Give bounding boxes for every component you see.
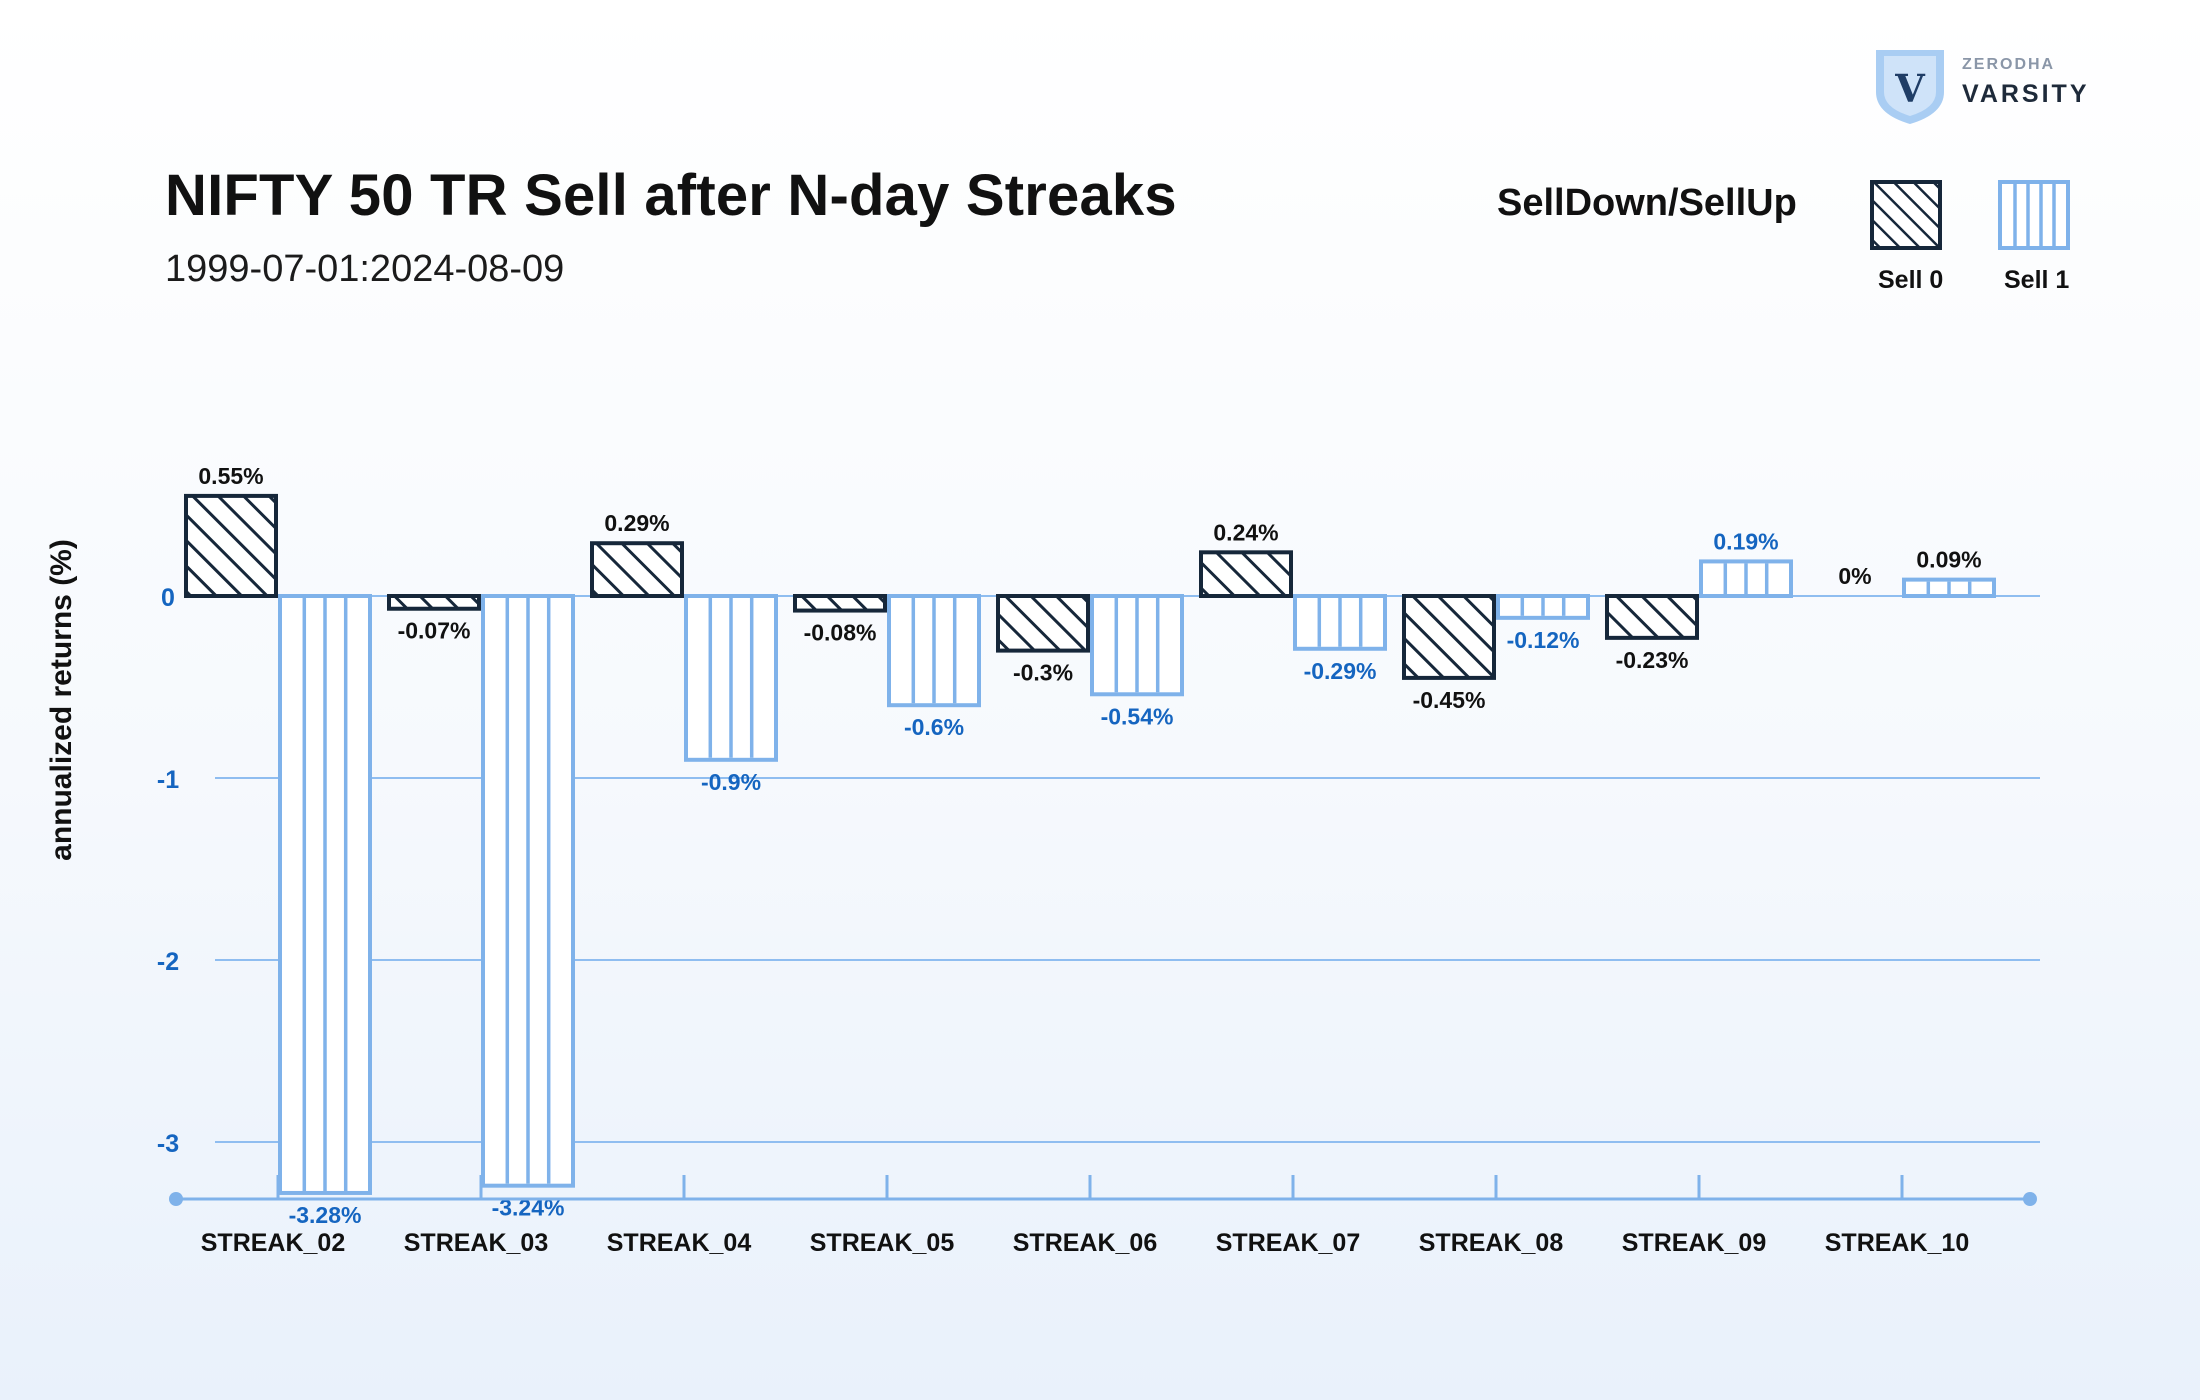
data-label-sell1: -0.9% [701,769,761,795]
data-label-sell1: -3.28% [289,1202,362,1228]
bar-sell0 [996,594,1090,653]
chart-subtitle: 1999-07-01:2024-08-09 [165,248,565,290]
data-label-sell0: -0.08% [804,620,877,646]
bar-sell0 [1402,594,1496,680]
data-label-sell1: -0.54% [1101,703,1174,729]
bar-sell0 [387,594,481,611]
x-tick-label: STREAK_09 [1622,1229,1767,1257]
x-axis-end-dot [2023,1192,2037,1206]
x-tick-label: STREAK_06 [1013,1229,1158,1257]
x-axis-end-dot [169,1192,183,1206]
data-label-sell1: -0.29% [1304,658,1377,684]
logo-brand-name: VARSITY [1962,80,2090,108]
legend-title: SellDown/SellUp [1497,182,1797,224]
bar-sell0 [590,541,684,598]
data-label-sell0: 0.24% [1213,519,1278,545]
legend-label-sell1: Sell 1 [2004,266,2070,294]
x-tick-label: STREAK_08 [1419,1229,1564,1257]
y-tick-label: -2 [157,948,179,976]
bar-sell0 [1199,550,1293,599]
bar-sell0 [184,493,278,598]
data-label-sell0: 0.29% [604,510,669,536]
bar-sell0 [793,594,887,613]
legend-swatch-sell0 [1870,180,1942,250]
data-label-sell1: -0.6% [904,714,964,740]
varsity-logo: V ZERODHA VARSITY [1870,46,2100,126]
y-tick-label: -1 [157,766,179,794]
x-tick-label: STREAK_10 [1825,1229,1970,1257]
x-tick-label: STREAK_07 [1216,1229,1361,1257]
x-tick-label: STREAK_03 [404,1229,549,1257]
x-tick-label: STREAK_04 [607,1229,752,1257]
data-label-sell1: 0.19% [1713,528,1778,554]
data-label-sell0: -0.45% [1413,687,1486,713]
y-tick-label: -3 [157,1130,179,1158]
data-label-sell0: -0.3% [1013,660,1073,686]
chart-title: NIFTY 50 TR Sell after N-day Streaks [165,163,1177,228]
data-label-sell0: -0.07% [398,618,471,644]
data-label-sell0: -0.23% [1616,647,1689,673]
y-tick-label: 0 [161,584,175,612]
data-label-sell0: 0% [1838,563,1871,589]
logo-mark: V [1894,66,1926,111]
logo-brand-top: ZERODHA [1962,56,2056,73]
legend-label-sell0: Sell 0 [1878,266,1944,294]
x-tick-label: STREAK_05 [810,1229,955,1257]
data-label-sell0: 0.55% [198,463,263,489]
bar-sell0 [1605,594,1699,640]
shield-icon: V [1876,50,1944,124]
legend-swatch-sell1 [1998,180,2070,250]
x-tick-label: STREAK_02 [201,1229,346,1257]
data-label-sell1: -0.12% [1507,627,1580,653]
data-label-sell1: 0.09% [1916,547,1981,573]
